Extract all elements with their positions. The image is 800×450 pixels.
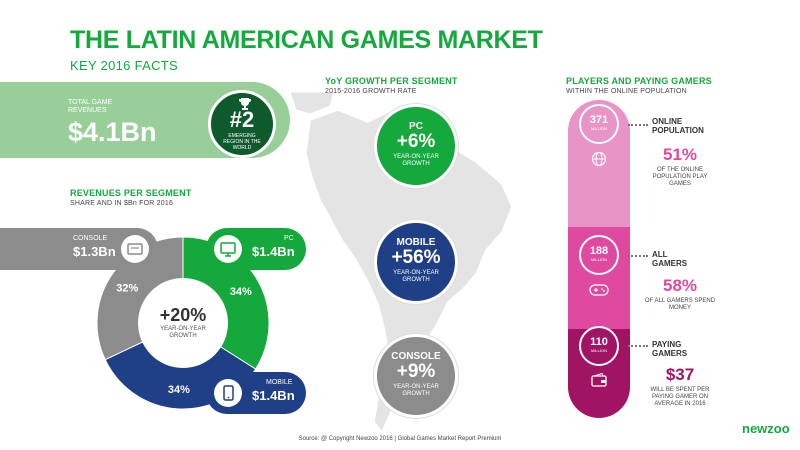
donut-center-value: +20% [159,305,207,325]
console-tag-label: CONSOLE [73,235,108,242]
donut-label-mobile: 34% [168,384,190,396]
donut-label-pc: 34% [230,286,252,298]
all-gamers-number: 188 [589,245,609,257]
pc-icon [214,235,242,263]
pc-growth-value: +6% [396,131,436,152]
rank-value: #2 [229,107,255,132]
online-population-label: ONLINE POPULATION [652,117,704,135]
total-revenue-label: TOTAL GAME REVENUES [68,99,113,114]
pc-growth-label: YEAR-ON-YEAR GROWTH [393,154,439,167]
console-growth-label: YEAR-ON-YEAR GROWTH [393,384,439,397]
yoy-heading: YoY GROWTH PER SEGMENT [325,76,458,86]
online-population-unit: MILLION [590,126,607,131]
revenues-heading: REVENUES PER SEGMENT [70,188,192,198]
gamepad-icon [589,284,609,296]
globe-icon [591,151,607,167]
trophy-icon [239,98,251,110]
online-population-pct: 51% [662,145,698,164]
all-gamers-count: 188 MILLION [579,235,619,275]
all-gamers-label: ALL GAMERS [652,250,688,268]
donut-label-console: 32% [116,283,138,295]
mobile-tag-label: MOBILE [266,379,293,386]
newzoo-logo: newzoo [742,421,790,436]
console-icon [121,235,149,263]
players-heading: PLAYERS AND PAYING GAMERS [566,76,712,86]
paying-gamers-count: 110 MILLION [579,326,619,366]
online-population-connector [628,124,648,126]
mobile-growth-label: YEAR-ON-YEAR GROWTH [393,270,439,283]
total-revenue-value: $4.1Bn [68,117,157,147]
page-subtitle: KEY 2016 FACTS [70,58,179,73]
players-subheading: WITHIN THE ONLINE POPULATION [566,88,687,95]
rank-badge: #2 EMERGING REGION IN THE WORLD [208,90,276,158]
paying-gamers-desc: WILL BE SPENT PER PAYING GAMER ON AVERAG… [650,387,710,407]
console-growth-value: +9% [396,361,436,382]
yoy-subheading: 2015-2016 GROWTH RATE [325,88,417,95]
wallet-icon [591,373,607,387]
donut-center: +20% YEAR-ON-YEAR GROWTH [133,306,233,340]
online-population-number: 371 [589,114,609,126]
source-note: Source: @ Copyright Newzoo 2016 | Global… [298,436,502,442]
all-gamers-pct: 58% [662,276,698,295]
page-title: THE LATIN AMERICAN GAMES MARKET [70,26,543,54]
mobile-tag-value: $1.4Bn [252,388,295,403]
pc-tag-value: $1.4Bn [252,244,295,259]
mobile-growth-circle: MOBILE +56% YEAR-ON-YEAR GROWTH [374,220,458,304]
paying-gamers-amount: $37 [665,365,695,384]
pc-growth-segment: PC [409,121,423,132]
rank-label: EMERGING REGION IN THE WORLD [223,133,261,151]
console-growth-segment: CONSOLE [391,351,441,362]
pc-tag-label: PC [284,235,294,242]
console-tag-value: $1.3Bn [73,244,116,259]
console-growth-circle: CONSOLE +9% YEAR-ON-YEAR GROWTH [374,334,458,418]
all-gamers-desc: OF ALL GAMERS SPEND MONEY [644,298,716,311]
online-population-desc: OF THE ONLINE POPULATION PLAY GAMES [652,167,708,187]
paying-gamers-unit: MILLION [590,348,607,353]
mobile-icon [214,379,242,407]
donut-hole [138,278,228,368]
paying-gamers-connector [628,345,648,347]
all-gamers-connector [628,255,648,257]
all-gamers-unit: MILLION [590,257,607,262]
paying-gamers-label: PAYING GAMERS [652,340,688,358]
revenues-subheading: SHARE AND IN $Bn FOR 2016 [70,200,174,207]
paying-gamers-number: 110 [590,336,608,348]
donut-center-label: YEAR-ON-YEAR GROWTH [160,326,206,339]
online-population-count: 371 MILLION [579,104,619,144]
mobile-growth-segment: MOBILE [396,237,436,248]
mobile-growth-value: +56% [391,247,441,268]
pc-growth-circle: PC +6% YEAR-ON-YEAR GROWTH [374,104,458,188]
